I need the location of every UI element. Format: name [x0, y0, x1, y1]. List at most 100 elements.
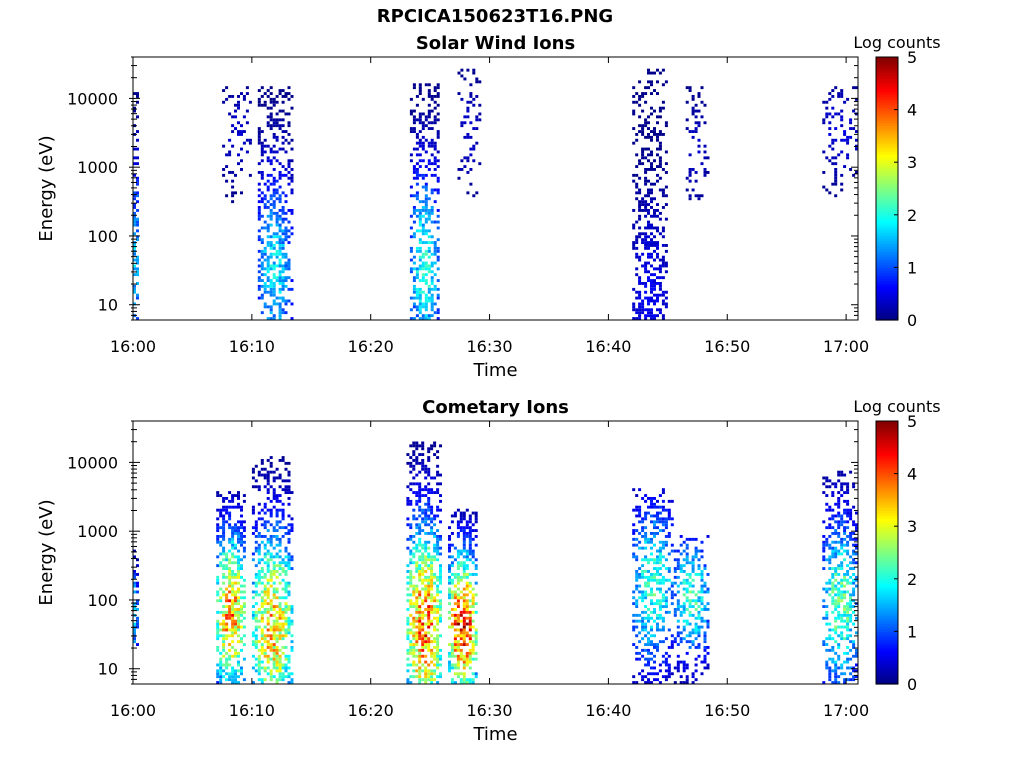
spectrogram-cell — [641, 520, 645, 524]
spectrogram-cell — [412, 625, 416, 629]
spectrogram-cell — [136, 616, 139, 620]
spectrogram-cell — [650, 666, 653, 670]
spectrogram-cell — [257, 546, 261, 550]
spectrogram-cell — [281, 625, 285, 629]
spectrogram-cell — [418, 578, 422, 582]
spectrogram-cell — [656, 92, 659, 95]
spectrogram-cell — [240, 567, 243, 570]
spectrogram-cell — [287, 491, 291, 494]
spectrogram-cell — [453, 575, 457, 579]
spectrogram-cell — [650, 200, 653, 204]
spectrogram-cell — [234, 619, 237, 623]
colorbar-segment — [876, 159, 898, 163]
spectrogram-cell — [257, 209, 261, 212]
spectrogram-cell — [430, 447, 434, 451]
spectrogram-cell — [450, 520, 454, 524]
spectrogram-cell — [837, 675, 841, 679]
spectrogram-cell — [269, 508, 273, 512]
spectrogram-cell — [688, 581, 692, 585]
spectrogram-cell — [415, 599, 419, 603]
spectrogram-cell — [828, 622, 832, 626]
spectrogram-cell — [658, 520, 662, 524]
spectrogram-cell — [656, 209, 659, 212]
spectrogram-cell — [843, 482, 847, 486]
spectrogram-cell — [831, 581, 835, 585]
spectrogram-cell — [424, 485, 428, 489]
spectrogram-cell — [462, 663, 466, 667]
spectrogram-cell — [433, 555, 437, 559]
spectrogram-cell — [828, 112, 832, 116]
spectrogram-cell — [237, 681, 240, 684]
spectrogram-cell — [418, 508, 422, 512]
spectrogram-cell — [638, 255, 642, 259]
colorbar-segment — [876, 96, 898, 100]
spectrogram-cell — [260, 643, 264, 646]
spectrogram-cell — [269, 203, 273, 206]
spectrogram-cell — [409, 558, 413, 562]
spectrogram-cell — [231, 497, 235, 500]
spectrogram-cell — [679, 660, 683, 664]
spectrogram-cell — [418, 302, 422, 306]
spectrogram-cell — [409, 537, 413, 541]
spectrogram-cell — [415, 296, 419, 300]
spectrogram-cell — [703, 646, 707, 649]
spectrogram-cell — [234, 590, 237, 594]
colorbar-segment — [876, 235, 898, 240]
spectrogram-cell — [685, 634, 689, 638]
spectrogram-cell — [228, 610, 232, 614]
spectrogram-cell — [656, 643, 659, 646]
spectrogram-cell — [679, 675, 683, 679]
spectrogram-cell — [840, 581, 844, 585]
spectrogram-cell — [263, 602, 267, 606]
spectrogram-cell — [257, 502, 261, 506]
spectrogram-cell — [263, 273, 267, 277]
spectrogram-cell — [263, 138, 267, 142]
x-tick-label: 16:10 — [229, 337, 275, 356]
spectrogram-cell — [424, 570, 428, 573]
colorbar-segment — [876, 620, 898, 625]
spectrogram-cell — [658, 276, 662, 280]
spectrogram-cell — [266, 235, 270, 239]
spectrogram-cell — [453, 654, 457, 658]
spectrogram-cell — [421, 226, 425, 230]
spectrogram-cell — [653, 672, 656, 676]
spectrogram-cell — [216, 628, 220, 632]
spectrogram-cell — [136, 255, 139, 259]
spectrogram-cell — [661, 505, 665, 509]
spectrogram-cell — [679, 564, 683, 568]
spectrogram-cell — [424, 229, 428, 233]
spectrogram-cell — [418, 241, 422, 244]
spectrogram-cell — [658, 133, 662, 136]
spectrogram-cell — [691, 112, 695, 116]
spectrogram-cell — [287, 264, 291, 268]
spectrogram-cell — [436, 660, 440, 664]
spectrogram-cell — [430, 608, 434, 611]
spectrogram-cell — [825, 479, 829, 483]
spectrogram-cell — [427, 648, 431, 652]
spectrogram-cell — [412, 517, 416, 521]
spectrogram-cell — [843, 549, 847, 553]
spectrogram-cell — [409, 648, 413, 652]
spectrogram-cell — [433, 302, 437, 306]
spectrogram-cell — [278, 543, 282, 547]
colorbar-segment — [876, 241, 898, 245]
spectrogram-cell — [269, 86, 273, 90]
spectrogram-cell — [641, 622, 645, 626]
spectrogram-cell — [222, 499, 226, 503]
spectrogram-cell — [257, 663, 261, 667]
spectrogram-cell — [650, 502, 653, 506]
spectrogram-cell — [284, 138, 288, 142]
spectrogram-cell — [834, 625, 838, 629]
spectrogram-cell — [855, 546, 858, 550]
spectrogram-cell — [269, 678, 273, 682]
spectrogram-cell — [430, 296, 434, 300]
spectrogram-cell — [275, 232, 279, 236]
spectrogram-cell — [278, 252, 282, 256]
spectrogram-cell — [837, 564, 841, 568]
spectrogram-cell — [430, 561, 434, 565]
spectrogram-cell — [281, 561, 285, 565]
spectrogram-cell — [418, 558, 422, 562]
spectrogram-cell — [269, 308, 273, 312]
spectrogram-cell — [664, 261, 668, 265]
spectrogram-cell — [834, 127, 838, 130]
